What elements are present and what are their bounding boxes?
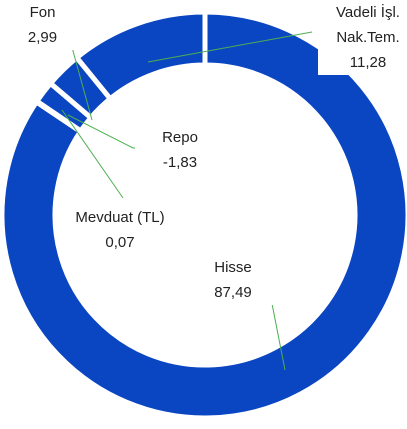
data-label: Fon 2,99 (0, 0, 85, 50)
leader-line (61, 109, 124, 199)
label-value: -1,83 (162, 154, 198, 171)
data-label: Hisse 87,49 (188, 255, 278, 305)
label-value: 2,99 (27, 29, 58, 46)
data-label: Mevduat (TL) 0,07 (75, 205, 165, 255)
slice (73, 9, 208, 103)
label-name: Fon (29, 4, 56, 21)
label-name: Vadeli İşl. Nak.Tem. (336, 4, 400, 46)
data-label: Repo -1,83 (135, 125, 225, 175)
label-value: 11,28 (349, 54, 387, 71)
leader-line (147, 31, 313, 63)
data-label: Vadeli İşl. Nak.Tem. 11,28 (318, 0, 407, 75)
label-name: Mevduat (TL) (75, 209, 165, 226)
slice (0, 9, 407, 421)
label-value: 87,49 (214, 284, 252, 301)
leader-line (69, 39, 93, 121)
label-name: Repo (162, 129, 198, 146)
label-name: Hisse (214, 259, 252, 276)
label-value: 0,07 (105, 234, 135, 251)
